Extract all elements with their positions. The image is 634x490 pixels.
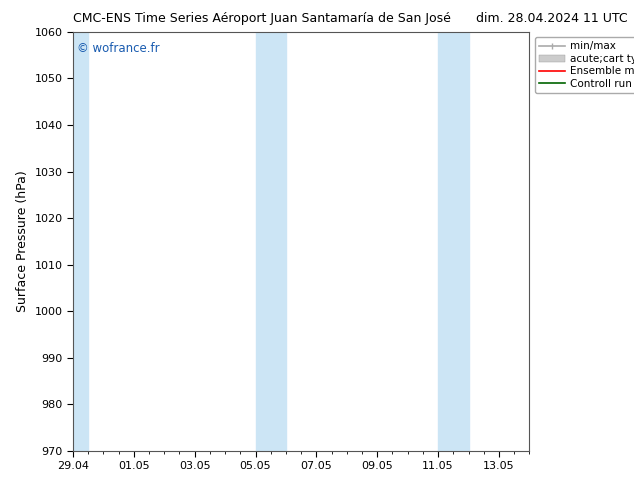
Bar [256,32,286,451]
Text: dim. 28.04.2024 11 UTC: dim. 28.04.2024 11 UTC [476,12,628,25]
Y-axis label: Surface Pressure (hPa): Surface Pressure (hPa) [16,171,29,312]
Legend: min/max, acute;cart type, Ensemble mean run, Controll run: min/max, acute;cart type, Ensemble mean … [534,37,634,93]
Text: © wofrance.fr: © wofrance.fr [77,42,160,55]
Text: CMC-ENS Time Series Aéroport Juan Santamaría de San José: CMC-ENS Time Series Aéroport Juan Santam… [73,12,451,25]
Bar [438,32,469,451]
Bar [73,32,88,451]
